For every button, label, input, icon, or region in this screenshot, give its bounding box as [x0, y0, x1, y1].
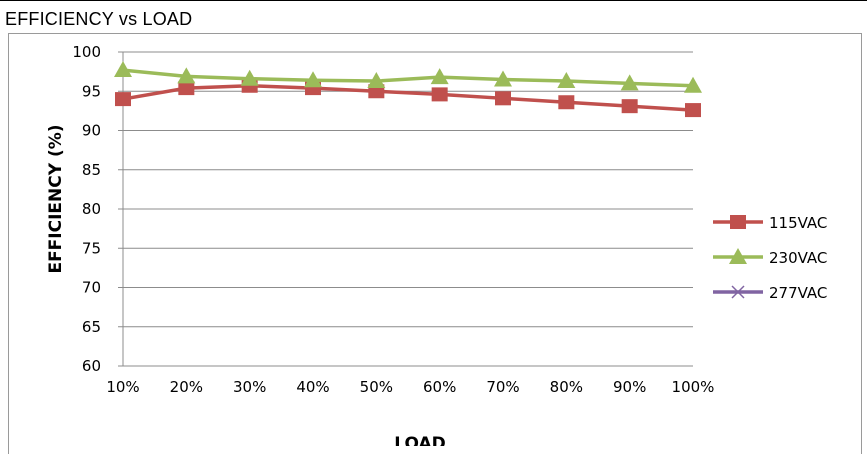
data-point: [685, 103, 701, 118]
top-divider: [0, 0, 867, 1]
legend: 115VAC 230VAC 277VAC: [713, 214, 827, 302]
chart-frame: [8, 33, 862, 454]
x-tick-label: 10%: [106, 378, 139, 396]
legend-item: 230VAC: [713, 248, 827, 267]
data-point: [114, 61, 132, 78]
y-tick-label: 90: [82, 122, 101, 140]
legend-marker: [731, 285, 745, 299]
data-point: [495, 91, 511, 106]
x-tick-label: 90%: [613, 378, 646, 396]
tick-labels: 60 65 70 75 80 85 90 95 100 10% 20% 30% 40% 50% 60% 70%…: [72, 43, 714, 396]
data-point: [431, 87, 448, 102]
data-point: [115, 92, 131, 107]
series: [114, 61, 702, 118]
data-point: [178, 81, 195, 96]
data-point: [621, 99, 638, 114]
legend-marker: [729, 248, 747, 264]
legend-label: 230VAC: [769, 249, 827, 267]
x-tick-label: 100%: [672, 378, 715, 396]
y-tick-label: 65: [82, 318, 101, 336]
data-point: [177, 67, 196, 84]
y-tick-label: 100: [72, 43, 101, 61]
y-tick-label: 70: [82, 279, 101, 297]
gridlines: [123, 51, 693, 328]
y-tick-label: 85: [82, 161, 101, 179]
data-point: [494, 70, 512, 87]
data-point: [240, 69, 259, 86]
legend-label: 115VAC: [769, 214, 827, 232]
x-tick-label: 40%: [296, 378, 329, 396]
y-axis-title: EFFICIENCY (%): [46, 124, 66, 273]
series-line: [122, 84, 694, 112]
x-tick-label: 80%: [550, 378, 583, 396]
data-point: [620, 74, 639, 91]
data-point: [558, 95, 575, 110]
data-point: [367, 72, 386, 89]
y-tick-label: 75: [82, 239, 101, 257]
y-tick-label: 95: [82, 82, 101, 100]
data-point: [304, 71, 322, 88]
data-point: [430, 68, 449, 85]
series-line: [122, 68, 694, 88]
data-point: [557, 72, 576, 89]
y-tick-label: 80: [82, 200, 101, 218]
y-tick-label: 60: [82, 357, 101, 375]
x-tick-label: 50%: [360, 378, 393, 396]
x-tick-label: 70%: [486, 378, 519, 396]
x-tick-label: 60%: [423, 378, 456, 396]
x-tick-label: 30%: [233, 378, 266, 396]
x-tick-label: 20%: [170, 378, 203, 396]
legend-item: 115VAC: [713, 214, 827, 232]
data-point: [684, 76, 702, 93]
legend-marker: [730, 215, 746, 229]
page-title: EFFICIENCY vs LOAD: [5, 9, 193, 29]
x-axis-title: LOAD: [394, 434, 446, 446]
series-230VAC: [114, 61, 702, 93]
legend-item: 277VAC: [713, 284, 827, 302]
legend-label: 277VAC: [769, 284, 827, 302]
